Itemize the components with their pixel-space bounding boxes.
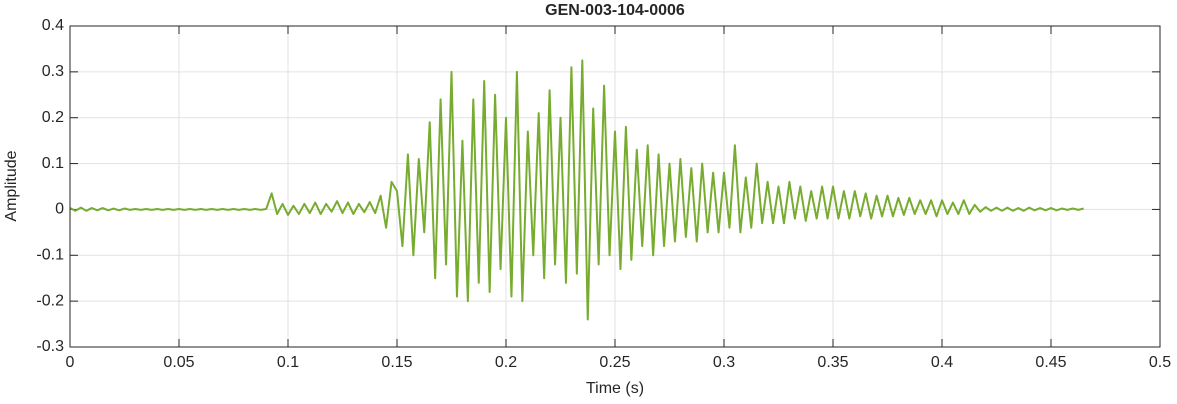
x-tick-label: 0.1 (277, 354, 299, 371)
x-tick-label: 0.25 (599, 354, 630, 371)
y-tick-label: -0.1 (36, 247, 64, 264)
y-axis-label: Amplitude (3, 150, 20, 221)
chart-title: GEN-003-104-0006 (545, 2, 685, 19)
x-tick-label: 0.45 (1035, 354, 1066, 371)
x-tick-label: 0 (66, 354, 75, 371)
x-tick-label: 0.2 (495, 354, 517, 371)
x-tick-label: 0.5 (1149, 354, 1171, 371)
y-tick-label: 0.2 (42, 109, 64, 126)
y-tick-label: 0 (55, 201, 64, 218)
x-tick-label: 0.4 (931, 354, 953, 371)
y-tick-label: 0.3 (42, 63, 64, 80)
x-tick-label: 0.05 (163, 354, 194, 371)
y-tick-label: -0.2 (36, 292, 64, 309)
x-axis-label: Time (s) (586, 380, 644, 397)
y-tick-label: 0.1 (42, 155, 64, 172)
x-tick-label: 0.3 (713, 354, 735, 371)
x-tick-label: 0.35 (817, 354, 848, 371)
x-tick-label: 0.15 (381, 354, 412, 371)
plot-frame (69, 25, 1161, 348)
y-tick-label: 0.4 (42, 17, 64, 34)
waveform-line (69, 59, 1084, 321)
y-tick-label: -0.3 (36, 338, 64, 355)
